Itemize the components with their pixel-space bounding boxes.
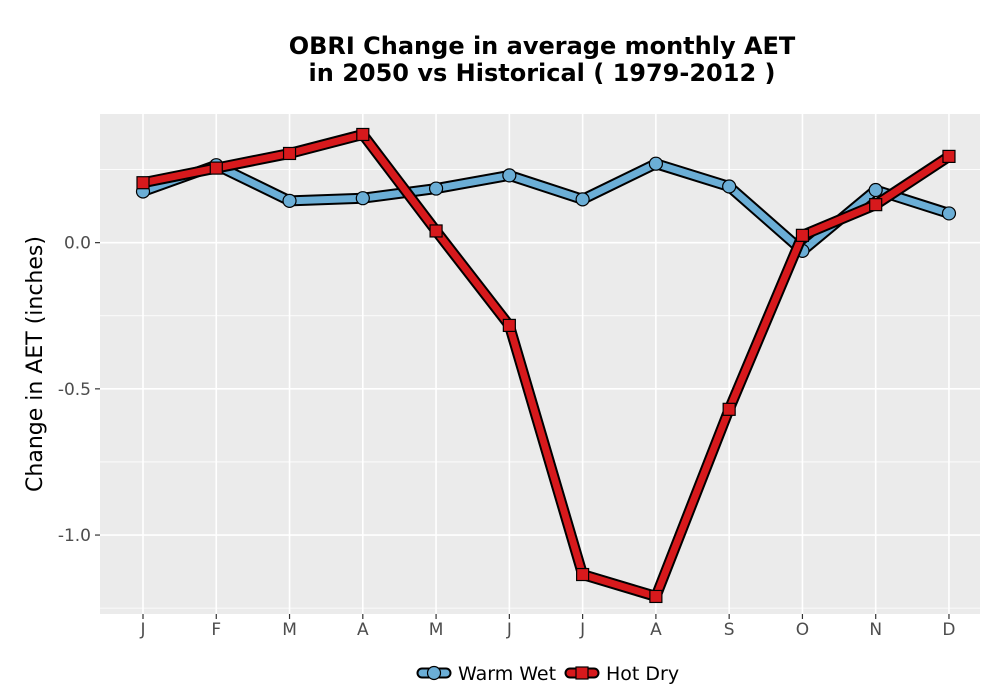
legend-key-marker bbox=[575, 666, 589, 680]
y-axis-title: Change in AET (inches) bbox=[23, 236, 48, 492]
legend: Warm Wet Hot Dry bbox=[416, 663, 679, 685]
x-tick-label: J bbox=[506, 620, 512, 640]
data-point-hot-dry bbox=[942, 149, 956, 163]
data-point-hot-dry bbox=[502, 318, 516, 333]
y-axis-ticks: 0.0 -0.5 -1.0 bbox=[58, 234, 100, 546]
data-point-warm-wet bbox=[428, 181, 444, 196]
series-warm-wet bbox=[135, 156, 957, 258]
x-tick-label: J bbox=[139, 620, 145, 640]
data-point-hot-dry bbox=[795, 228, 810, 242]
x-tick-label: J bbox=[579, 620, 585, 640]
legend-key-marker bbox=[426, 665, 442, 681]
series-line-warm-wet bbox=[139, 160, 953, 255]
data-point-warm-wet bbox=[868, 182, 883, 198]
x-tick-label: O bbox=[796, 620, 809, 640]
y-tick-label: 0.0 bbox=[64, 234, 91, 254]
data-point-warm-wet bbox=[575, 192, 590, 207]
data-point-warm-wet bbox=[722, 179, 737, 194]
data-point-warm-wet bbox=[502, 168, 517, 183]
legend-label-warm-wet: Warm Wet bbox=[458, 663, 556, 685]
x-tick-label: D bbox=[942, 620, 955, 640]
x-tick-label: M bbox=[282, 620, 297, 640]
y-tick-label: -1.0 bbox=[58, 526, 91, 546]
chart-title-line-2: in 2050 vs Historical ( 1979-2012 ) bbox=[309, 59, 776, 87]
data-point-hot-dry bbox=[136, 176, 150, 190]
y-tick-label: -0.5 bbox=[58, 380, 91, 400]
data-point-hot-dry bbox=[576, 567, 590, 582]
x-tick-label: A bbox=[650, 620, 662, 640]
x-tick-label: M bbox=[429, 620, 444, 640]
legend-label-hot-dry: Hot Dry bbox=[606, 663, 679, 685]
data-point-hot-dry bbox=[869, 198, 883, 212]
chart-title-line-1: OBRI Change in average monthly AET bbox=[289, 32, 796, 60]
data-point-hot-dry bbox=[429, 224, 443, 238]
data-point-warm-wet bbox=[355, 191, 370, 206]
x-tick-label: N bbox=[869, 620, 882, 640]
x-tick-label: S bbox=[724, 620, 735, 640]
series-line-hot-dry bbox=[139, 130, 953, 600]
data-point-hot-dry bbox=[649, 589, 663, 604]
data-point-warm-wet bbox=[282, 193, 297, 208]
legend-key-warm-wet bbox=[416, 665, 452, 681]
series-group bbox=[135, 127, 957, 604]
x-tick-label: F bbox=[211, 620, 221, 640]
data-point-warm-wet bbox=[648, 156, 663, 171]
plot-panel bbox=[100, 114, 980, 614]
legend-key-hot-dry bbox=[564, 666, 600, 680]
data-point-warm-wet bbox=[941, 206, 957, 221]
x-tick-label: A bbox=[357, 620, 369, 640]
data-point-hot-dry bbox=[356, 127, 370, 142]
series-hot-dry bbox=[136, 127, 956, 604]
data-point-hot-dry bbox=[282, 146, 297, 161]
data-point-hot-dry bbox=[722, 402, 736, 416]
data-point-hot-dry bbox=[209, 161, 223, 175]
